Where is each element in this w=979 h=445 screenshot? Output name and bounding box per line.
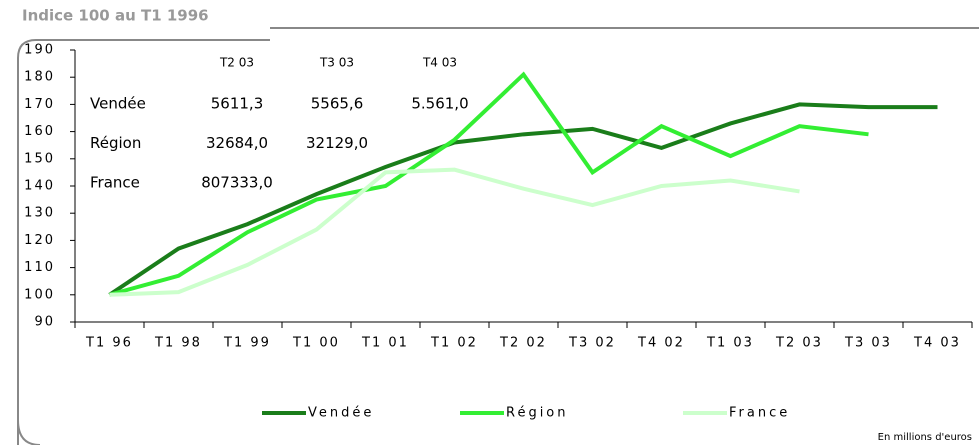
table-header: T4 03 bbox=[422, 56, 457, 70]
table-row-label: Région bbox=[90, 134, 141, 152]
y-tick-label: 90 bbox=[34, 315, 55, 330]
y-tick-label: 110 bbox=[24, 260, 55, 275]
table-cell: 5611,3 bbox=[211, 95, 264, 113]
frame-corner bbox=[17, 419, 41, 445]
table-row-label: Vendée bbox=[90, 95, 146, 113]
x-tick-label: T1 98 bbox=[154, 336, 202, 351]
table-header: T3 03 bbox=[319, 56, 354, 70]
table-cell: 5.561,0 bbox=[411, 95, 468, 113]
legend-label: Vendée bbox=[308, 406, 374, 421]
y-tick-label: 190 bbox=[24, 43, 55, 58]
chart-title: Indice 100 au T1 1996 bbox=[22, 7, 209, 25]
x-tick-label: T1 02 bbox=[430, 336, 478, 351]
x-tick-label: T3 03 bbox=[844, 336, 892, 351]
y-tick-label: 170 bbox=[24, 97, 55, 112]
y-tick-label: 150 bbox=[24, 151, 55, 166]
legend-label: Région bbox=[506, 406, 569, 421]
x-tick-label: T2 03 bbox=[775, 336, 823, 351]
x-tick-label: T1 03 bbox=[706, 336, 754, 351]
y-tick-label: 120 bbox=[24, 233, 55, 248]
frame bbox=[17, 27, 979, 445]
series-line bbox=[108, 71, 869, 297]
x-tick-label: T1 00 bbox=[292, 336, 340, 351]
y-tick-label: 180 bbox=[24, 70, 55, 85]
table-cell: 5565,6 bbox=[311, 95, 364, 113]
table-header: T2 03 bbox=[219, 56, 254, 70]
table-cell: 32684,0 bbox=[206, 134, 268, 152]
y-tick-label: 160 bbox=[24, 124, 55, 139]
x-tick-label: T2 02 bbox=[499, 336, 547, 351]
table-row-label: France bbox=[90, 174, 140, 192]
series-line bbox=[108, 102, 938, 297]
x-tick-label: T4 02 bbox=[637, 336, 685, 351]
x-tick-label: T1 99 bbox=[223, 336, 271, 351]
series-line bbox=[109, 167, 800, 297]
y-tick-label: 130 bbox=[24, 206, 55, 221]
y-tick-label: 140 bbox=[24, 179, 55, 194]
table-cell: 807333,0 bbox=[201, 174, 273, 192]
y-tick-label: 100 bbox=[24, 287, 55, 302]
x-tick-label: T4 03 bbox=[913, 336, 961, 351]
note: En millions d'euros bbox=[878, 432, 972, 443]
x-tick-label: T1 96 bbox=[85, 336, 133, 351]
table-cell: 32129,0 bbox=[306, 134, 368, 152]
x-tick-label: T1 01 bbox=[361, 336, 409, 351]
legend-label: France bbox=[729, 406, 790, 421]
x-tick-label: T3 02 bbox=[568, 336, 616, 351]
